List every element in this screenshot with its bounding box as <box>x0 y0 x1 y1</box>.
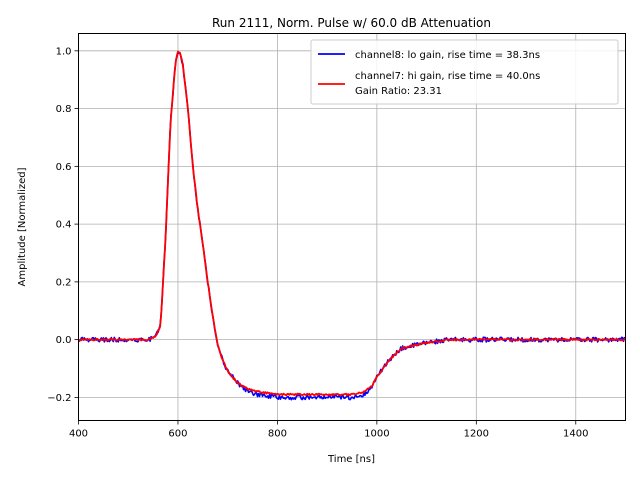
x-tick-label: 400 <box>69 429 88 440</box>
legend-box <box>310 39 619 105</box>
y-tick-label: 0.8 <box>56 104 72 115</box>
y-tick-label: 0.0 <box>56 335 72 346</box>
y-tick-label: 0.2 <box>56 277 72 288</box>
x-tick-label: 1200 <box>464 429 489 440</box>
y-tick-label: 0.6 <box>56 162 72 173</box>
ticks: 400 600 800 1000 1200 1400 −0.2 0.0 0.2 0.4 0.6 0.8… <box>47 46 588 439</box>
series-layer <box>77 50 627 401</box>
x-tick-label: 800 <box>268 429 287 440</box>
plot-frame <box>78 33 626 421</box>
y-tick-label: 1.0 <box>56 46 72 57</box>
y-tick-label: 0.4 <box>56 220 72 231</box>
y-axis-label: Amplitude [Normalized] <box>17 167 28 286</box>
chart-title: Run 2111, Norm. Pulse w/ 60.0 dB Attenua… <box>212 16 491 30</box>
legend-gain-ratio: Gain Ratio: 23.31 <box>355 86 442 97</box>
legend-entry-channel7: channel7: hi gain, rise time = 40.0ns <box>355 71 540 82</box>
x-axis-label: Time [ns] <box>327 454 375 465</box>
y-tick-label: −0.2 <box>47 393 71 404</box>
x-tick-label: 600 <box>168 429 187 440</box>
legend: channel8: lo gain, rise time = 38.3ns ch… <box>310 39 619 105</box>
x-tick-label: 1400 <box>563 429 588 440</box>
series-line-channel7 <box>77 50 626 397</box>
grid <box>78 33 626 421</box>
legend-entry-channel8: channel8: lo gain, rise time = 38.3ns <box>355 50 540 61</box>
x-tick-label: 1000 <box>364 429 389 440</box>
